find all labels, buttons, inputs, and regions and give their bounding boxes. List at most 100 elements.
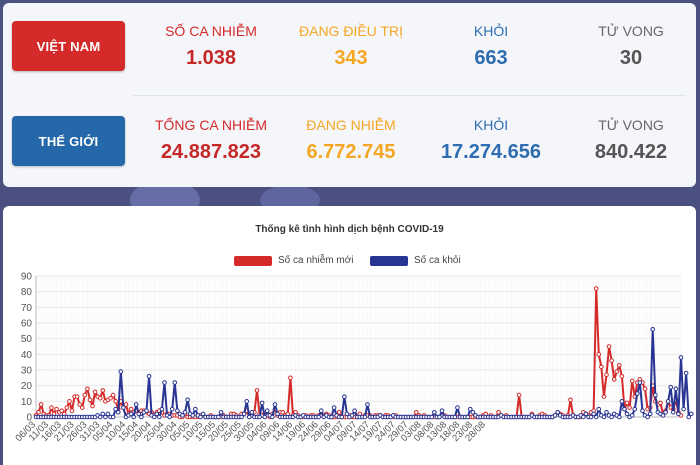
data-point-recovered <box>103 414 108 420</box>
vietnam-recovered-stat: KHỎI 663 <box>431 3 551 93</box>
data-point-new-cases <box>568 397 573 403</box>
divider <box>133 95 686 96</box>
world-recovered-stat: KHỎI 17.274.656 <box>426 97 556 187</box>
data-point-recovered <box>601 414 607 420</box>
data-point-recovered <box>624 411 630 417</box>
data-point-new-cases <box>97 395 103 401</box>
data-point-recovered <box>172 380 178 385</box>
data-point-new-cases <box>601 394 607 399</box>
data-point-new-cases <box>85 386 90 392</box>
data-point-recovered <box>581 414 586 420</box>
data-point-recovered <box>264 408 270 414</box>
data-point-recovered <box>259 400 265 406</box>
data-point-new-cases <box>69 408 75 414</box>
data-point-recovered <box>596 406 602 412</box>
y-tick-label: 20 <box>21 381 33 392</box>
data-point-new-cases <box>87 397 93 403</box>
data-point-recovered <box>272 402 278 407</box>
data-point-recovered <box>439 408 445 414</box>
data-point-recovered <box>329 414 334 420</box>
data-point-recovered <box>455 405 460 410</box>
data-point-recovered <box>637 380 643 385</box>
data-point-recovered <box>609 414 614 420</box>
data-point-new-cases <box>606 344 612 349</box>
vietnam-stats-row: VIỆT NAM SỐ CA NHIỄM 1.038 ĐANG ĐIỀU TRỊ… <box>3 3 696 93</box>
data-point-recovered <box>660 413 666 418</box>
data-point-recovered <box>167 414 172 420</box>
world-cases-stat: TỔNG CA NHIỄM 24.887.823 <box>146 97 276 187</box>
data-point-new-cases <box>64 405 70 410</box>
world-active-stat: ĐANG NHIỄM 6.772.745 <box>286 97 416 187</box>
data-point-recovered <box>676 411 681 417</box>
data-point-new-cases <box>288 375 293 381</box>
data-point-recovered <box>344 411 350 417</box>
data-point-recovered <box>552 413 558 418</box>
data-point-recovered <box>632 406 638 412</box>
data-point-new-cases <box>336 410 342 415</box>
data-point-recovered <box>555 410 560 415</box>
data-point-new-cases <box>36 410 41 415</box>
chart-card: Thống kê tình hình dịch bệnh COVID-19 Số… <box>3 206 696 465</box>
data-point-recovered <box>686 414 692 420</box>
data-point-new-cases <box>624 400 630 406</box>
data-point-recovered <box>151 414 157 420</box>
data-point-recovered <box>316 414 321 420</box>
legend-item-recovered[interactable]: Số ca khỏi <box>370 255 461 266</box>
data-point-new-cases <box>59 408 65 414</box>
data-point-new-cases <box>113 399 118 404</box>
data-point-recovered <box>216 414 221 420</box>
data-point-recovered <box>470 410 476 415</box>
data-point-recovered <box>115 410 121 415</box>
world-button[interactable]: THẾ GIỚI <box>12 116 125 166</box>
data-point-recovered <box>193 406 198 412</box>
data-point-new-cases <box>627 405 632 410</box>
data-point-recovered <box>688 411 694 417</box>
data-point-recovered <box>663 410 668 415</box>
legend-item-new-cases[interactable]: Số ca nhiễm mới <box>234 255 353 266</box>
data-point-recovered <box>113 406 118 412</box>
y-tick-label: 80 <box>21 287 33 298</box>
y-tick-label: 60 <box>21 319 33 330</box>
chart-legend: Số ca nhiễm mới Số ca khỏi <box>3 255 696 269</box>
data-point-new-cases <box>611 377 617 382</box>
data-point-recovered <box>331 405 337 410</box>
data-point-recovered <box>159 406 165 412</box>
data-point-recovered <box>169 406 175 412</box>
data-point-recovered <box>139 414 144 420</box>
y-tick-label: 90 <box>21 272 33 283</box>
legend-label-recovered: Số ca khỏi <box>414 255 461 266</box>
data-point-recovered <box>647 411 653 417</box>
data-point-recovered <box>110 414 116 420</box>
data-point-new-cases <box>280 410 285 415</box>
data-point-recovered <box>270 414 275 420</box>
data-point-new-cases <box>629 378 635 384</box>
vietnam-deaths-stat: TỬ VONG 30 <box>571 3 691 93</box>
world-recovered-label: KHỎI <box>473 117 509 133</box>
data-point-new-cases <box>614 369 620 374</box>
data-point-recovered <box>133 402 139 407</box>
data-point-recovered <box>175 408 180 414</box>
data-point-recovered <box>162 380 167 385</box>
line-chart: 010203040506070809006/0311/0316/0321/032… <box>14 272 694 444</box>
data-point-recovered <box>362 414 368 420</box>
data-point-recovered <box>665 399 671 404</box>
stats-card: VIỆT NAM SỐ CA NHIỄM 1.038 ĐANG ĐIỀU TRỊ… <box>3 3 696 187</box>
data-point-new-cases <box>128 406 134 412</box>
data-point-recovered <box>246 414 252 420</box>
data-point-new-cases <box>617 363 622 368</box>
vietnam-cases-value: 1.038 <box>185 47 237 69</box>
vietnam-button[interactable]: VIỆT NAM <box>12 21 125 71</box>
data-point-recovered <box>617 414 622 420</box>
data-point-recovered <box>588 414 594 420</box>
data-point-new-cases <box>642 386 648 392</box>
vietnam-treating-value: 343 <box>334 47 368 69</box>
y-tick-label: 40 <box>21 350 33 361</box>
data-point-recovered <box>429 414 435 420</box>
data-point-new-cases <box>100 388 106 393</box>
data-point-new-cases <box>92 389 98 395</box>
data-point-recovered <box>249 410 255 415</box>
legend-swatch-new-cases <box>234 255 272 266</box>
data-point-recovered <box>198 414 203 420</box>
data-point-recovered <box>144 408 149 414</box>
data-point-new-cases <box>496 410 501 415</box>
